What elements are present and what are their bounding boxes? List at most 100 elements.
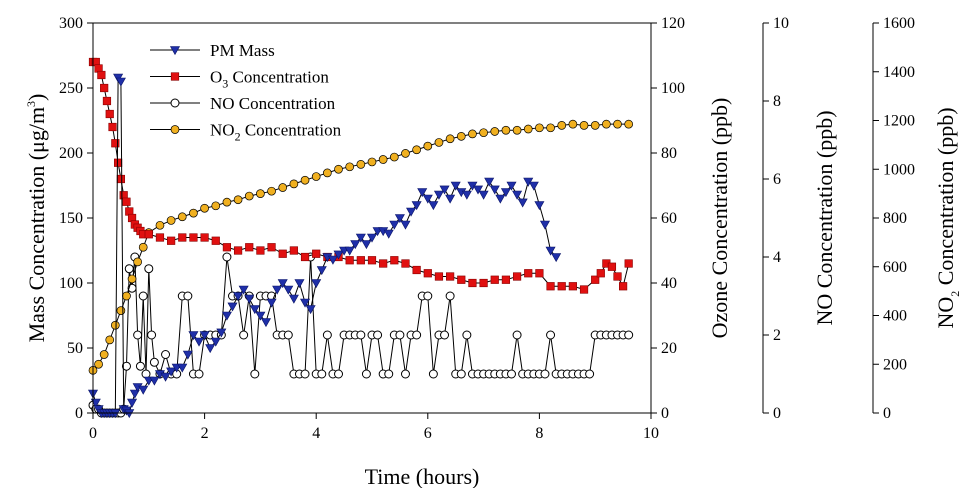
data-point [423,269,432,278]
y-ozone-tick-label: 40 [661,275,677,292]
y-no2-tick-label: 400 [883,308,907,325]
x-tick-label: 10 [643,425,659,442]
data-point [461,190,472,200]
data-point [528,181,539,191]
data-point [188,331,199,341]
data-point [568,119,578,129]
data-point [166,367,177,377]
data-point [216,328,227,338]
y-no-tick-label: 8 [773,93,781,110]
data-point [210,337,221,347]
y-ozone-tick-label: 100 [661,80,685,97]
data-point [484,177,495,187]
x-tick-label: 4 [312,425,320,442]
data-point [334,369,344,379]
y-mass-tick-label: 100 [59,275,83,292]
data-point [105,335,115,345]
data-point [450,181,461,191]
data-point [445,134,455,144]
data-point [238,285,249,295]
data-point [361,369,371,379]
data-point [108,122,117,132]
data-point [367,256,377,265]
y-mass-tick-label: 150 [59,210,83,227]
y-mass-tick-label: 50 [67,340,83,357]
data-point [160,372,171,382]
data-point [177,212,187,222]
data-point [115,77,126,87]
data-point [288,294,299,304]
legend-entry: O3 Concentration [150,68,329,91]
series-layer [87,57,634,419]
x-tick-label: 2 [201,425,209,442]
data-point [161,350,171,359]
data-point [423,141,433,151]
data-point [222,243,232,252]
data-point [249,305,260,315]
data-point [194,337,205,347]
data-point [144,264,154,274]
data-point [121,361,131,371]
data-point [133,257,142,267]
data-point [200,203,209,213]
data-point [221,311,232,321]
data-point [406,207,417,217]
data-point [389,152,399,162]
data-point [90,398,101,408]
data-point [233,292,244,302]
data-point [607,262,617,271]
data-point [344,246,355,256]
data-point [327,255,338,265]
data-point [100,83,109,93]
data-point [129,389,140,399]
legend-marker [170,125,180,134]
data-point [138,385,149,395]
data-point [517,198,528,208]
legend-entry: NO Concentration [150,94,336,113]
data-point [457,275,466,284]
y-no2-tick-label: 1400 [883,64,915,81]
data-point [613,272,622,281]
x-axis-label: Time (hours) [365,464,480,488]
data-point [300,298,311,308]
y-ozone-tick-label: 60 [661,210,677,227]
legend-entry: PM Mass [150,41,275,60]
y-ozone-tick-label: 80 [661,145,677,162]
data-point [546,282,555,291]
data-point [495,194,506,204]
data-point [400,220,411,230]
data-point [138,242,148,252]
y-no-tick-label: 6 [773,171,781,188]
data-point [523,124,533,134]
data-point [378,155,388,164]
data-point [345,256,354,265]
data-point [245,243,254,252]
data-point [613,119,622,129]
data-point [205,344,216,354]
data-point [267,243,276,252]
data-point [506,181,517,191]
x-tick-label: 6 [424,425,432,442]
data-point [356,256,365,265]
legend-marker [170,72,180,81]
data-point [334,164,343,174]
y-no-tick-label: 2 [773,327,781,344]
data-point [278,183,288,192]
data-point [177,363,188,373]
data-point [500,188,511,198]
data-point [189,208,198,218]
y-ozone-axis-label: Ozone Concentration (ppb) [707,98,732,339]
y-no2-tick-label: 200 [883,356,907,373]
y-no2-tick-label: 600 [883,259,907,276]
data-point [401,149,410,158]
y-no-tick-label: 4 [773,249,781,266]
data-point [155,220,165,230]
data-point [411,201,422,211]
data-point [111,139,120,148]
data-point [356,160,366,169]
data-point [401,259,410,268]
series-2 [88,252,634,418]
data-point [189,233,198,242]
data-point [557,121,567,130]
y-no2-tick-label: 1600 [883,15,915,32]
